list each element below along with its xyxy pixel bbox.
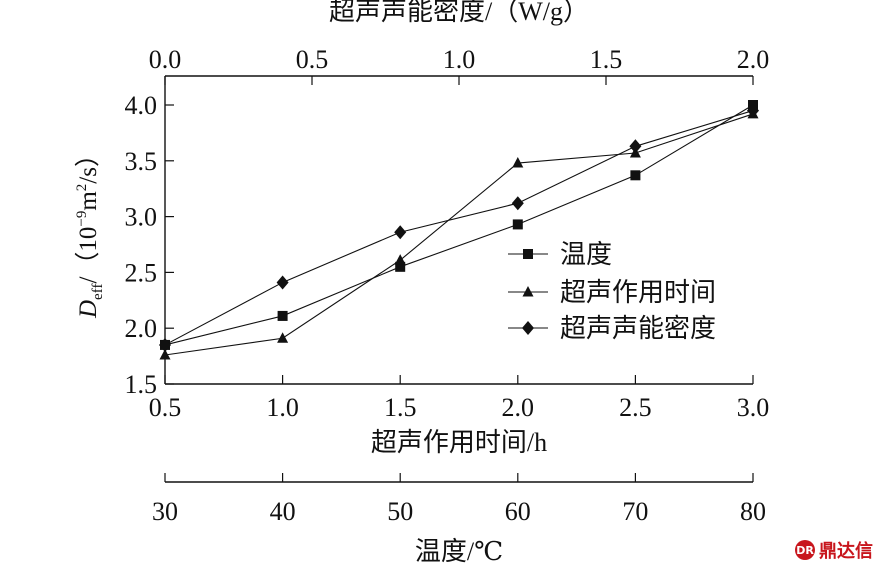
temperature-tick-label: 80 (740, 497, 766, 526)
series-line-diamond (164, 110, 754, 346)
bottom-tick-label: 3.0 (737, 393, 770, 422)
y-axis-title-exp1: −9 (74, 211, 90, 227)
data-point-triangle (394, 254, 406, 265)
y-axis-title-end: /s） (74, 142, 102, 184)
temperature-tick-label: 30 (152, 497, 178, 526)
bottom-tick-label: 1.0 (266, 393, 299, 422)
legend-label: 温度 (560, 240, 612, 269)
data-point-square (630, 170, 641, 181)
temperature-tick-label: 40 (270, 497, 296, 526)
bottom-axis-title: 超声作用时间/h (371, 428, 547, 457)
top-tick-label: 0.5 (296, 45, 329, 74)
temperature-tick-label: 50 (387, 497, 413, 526)
y-tick-label: 2.0 (125, 314, 158, 343)
bottom-tick-label: 2.5 (619, 393, 652, 422)
top-tick-label: 2.0 (737, 45, 770, 74)
legend-marker-triangle (522, 286, 534, 297)
series-line-square (164, 104, 754, 346)
temperature-tick-label: 60 (505, 497, 531, 526)
y-axis-title-exp2: 2 (74, 184, 90, 192)
top-tick-label: 1.5 (590, 45, 623, 74)
data-point-diamond (394, 225, 407, 240)
watermark-text: 鼎达信 (819, 541, 873, 562)
y-axis-title-symbol: D (75, 300, 102, 319)
top-axis-title: 超声声能密度/（W/g） (329, 0, 589, 26)
watermark: DR 鼎达信 (795, 537, 873, 563)
bottom-tick-label: 0.5 (149, 393, 182, 422)
data-point-triangle (159, 348, 171, 360)
bottom-tick-label: 2.0 (502, 393, 535, 422)
y-tick-label: 2.5 (125, 258, 158, 287)
data-point-diamond (511, 196, 524, 211)
bottom-tick-label: 1.5 (384, 393, 417, 422)
y-axis-title-sub: eff (90, 284, 106, 300)
legend-label: 超声作用时间 (560, 278, 716, 307)
data-point-square (512, 219, 523, 230)
data-point-triangle (277, 332, 289, 343)
series-line-triangle (164, 113, 754, 356)
temperature-tick-label: 70 (622, 497, 648, 526)
data-point-square (277, 310, 288, 321)
temperature-axis-title: 温度/℃ (415, 537, 503, 566)
data-point-square (395, 261, 406, 272)
data-point-diamond (747, 103, 759, 118)
data-point-diamond (276, 275, 289, 290)
legend-marker-diamond (522, 321, 534, 335)
series-layer (159, 100, 759, 360)
legend-marker-square (523, 249, 533, 259)
data-point-triangle (512, 157, 524, 168)
data-point-diamond (159, 337, 171, 352)
tick-layer: 1.5 2.0 2.5 3.0 3.5 4.0 0.5 1.0 1.5 2.0 2.5 3.0 0.0 0… (125, 45, 770, 526)
top-tick-label: 0.0 (149, 45, 182, 74)
y-tick-label: 3.0 (125, 203, 158, 232)
y-axis-title-mid: /（10 (74, 227, 102, 284)
y-tick-label: 1.5 (125, 370, 158, 399)
watermark-seal-icon: DR (795, 540, 815, 560)
y-tick-label: 3.5 (125, 147, 158, 176)
legend-label: 超声声能密度 (560, 314, 716, 343)
y-axis-title-unit: m (75, 191, 102, 211)
data-point-diamond (629, 139, 642, 154)
top-tick-label: 1.0 (443, 45, 476, 74)
y-axis-title: Deff/（10−9m2/s） (74, 142, 106, 319)
y-tick-label: 4.0 (125, 91, 158, 120)
